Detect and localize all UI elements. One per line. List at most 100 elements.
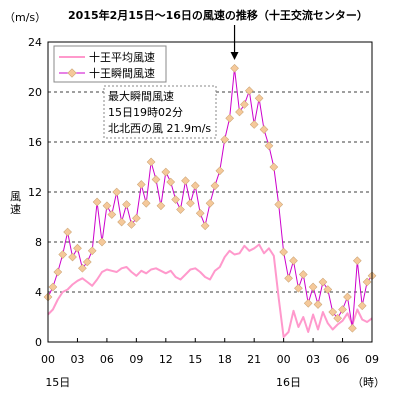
- gust-marker: [68, 252, 77, 262]
- x-tick-label: 03: [70, 353, 84, 366]
- average-wind-line: [47, 243, 373, 338]
- gust-marker: [269, 162, 279, 172]
- x-tick-label: 09: [365, 353, 379, 366]
- gust-marker: [362, 277, 372, 287]
- gust-marker: [171, 195, 180, 204]
- gust-marker: [186, 198, 195, 208]
- gust-marker: [117, 217, 126, 227]
- gust-marker: [343, 292, 352, 302]
- gust-marker: [195, 208, 205, 218]
- gust-marker: [313, 300, 323, 309]
- gust-marker: [73, 243, 82, 253]
- y-tick-label: 24: [28, 36, 42, 49]
- y-axis-label: 風速: [10, 190, 21, 216]
- y-tick-label: 4: [35, 286, 42, 299]
- x-tick-label: 00: [41, 353, 55, 366]
- gust-marker: [156, 201, 166, 211]
- gust-marker: [259, 125, 269, 134]
- x-tick-label: 18: [218, 353, 232, 366]
- legend-avg-label: 十王平均風速: [89, 50, 155, 64]
- gust-marker: [357, 301, 367, 311]
- annotation-line-1: 最大瞬間風速: [108, 89, 174, 103]
- gust-marker: [63, 227, 72, 237]
- annotation-line-2: 15日19時02分: [108, 106, 183, 119]
- gust-marker: [97, 237, 107, 247]
- x-tick-label: 09: [129, 353, 143, 366]
- legend: 十王平均風速 十王瞬間風速: [53, 45, 167, 83]
- series-average-wind: [47, 243, 373, 338]
- gust-marker: [82, 257, 92, 267]
- gust-marker: [240, 100, 249, 109]
- gust-marker: [308, 282, 318, 292]
- gust-marker: [92, 197, 102, 207]
- x-tick-label: 03: [306, 353, 320, 366]
- gust-marker: [294, 283, 303, 293]
- x-axis-ticks: 00 03 06 09 12 15 18 21 00 03 06 09: [41, 338, 379, 366]
- plot-frame: [47, 41, 373, 343]
- gust-marker: [264, 141, 274, 151]
- gust-marker: [338, 305, 347, 314]
- gust-marker: [220, 135, 230, 144]
- gust-marker: [215, 166, 225, 176]
- annotation-box: [103, 85, 217, 139]
- gust-marker: [328, 307, 338, 317]
- gust-marker: [318, 277, 328, 287]
- x-tick-label: 00: [277, 353, 291, 366]
- arrow-head: [230, 52, 239, 60]
- gust-marker: [289, 256, 298, 266]
- gust-marker: [102, 201, 112, 211]
- gust-markers: [43, 63, 377, 333]
- gust-marker: [348, 323, 357, 333]
- gust-marker: [210, 181, 220, 191]
- gust-marker: [78, 263, 87, 273]
- gust-marker: [181, 176, 190, 186]
- y-tick-label: 12: [28, 186, 42, 199]
- gust-marker: [191, 181, 200, 191]
- y-tick-label: 8: [35, 236, 42, 249]
- gust-marker: [136, 180, 146, 189]
- gust-marker: [132, 213, 141, 223]
- x-tick-label: 12: [159, 353, 173, 366]
- y-tick-label: 20: [28, 86, 42, 99]
- annotation-line-3: 北北西の風 21.9m/s: [108, 122, 211, 135]
- gust-marker: [205, 198, 215, 208]
- gust-marker: [166, 177, 176, 187]
- gust-marker: [122, 200, 131, 209]
- gust-marker: [127, 220, 136, 229]
- gust-marker: [298, 270, 308, 279]
- gust-marker: [200, 221, 210, 231]
- gust-marker: [353, 256, 362, 266]
- chart-title: 2015年2月15日～16日の風速の推移（十王交流センター）: [68, 8, 368, 22]
- y-axis-ticks: 0 4 8 12 16 20 24: [28, 36, 42, 349]
- gust-marker: [87, 246, 97, 256]
- gust-marker: [161, 167, 171, 177]
- gust-marker: [249, 120, 259, 129]
- x-tick-label: 06: [100, 353, 114, 366]
- x-tick-label: 06: [336, 353, 350, 366]
- date-label: 16日: [276, 376, 301, 389]
- gust-marker: [303, 298, 313, 308]
- legend-gust-marker: [67, 68, 77, 78]
- gust-marker: [58, 250, 68, 259]
- y-tick-label: 0: [35, 336, 42, 349]
- gust-marker: [284, 273, 293, 283]
- y-axis-label-char: 風: [10, 190, 21, 203]
- gust-marker: [112, 187, 122, 197]
- y-unit-label: （m/s）: [4, 11, 46, 24]
- date-label: 15日: [45, 376, 70, 389]
- y-tick-label: 16: [28, 136, 42, 149]
- y-axis-label-char: 速: [10, 203, 21, 216]
- x-tick-label: 21: [247, 353, 261, 366]
- max-gust-arrow: [230, 25, 239, 60]
- max-gust-annotation: 最大瞬間風速 15日19時02分 北北西の風 21.9m/s: [103, 85, 217, 139]
- gust-marker: [176, 205, 185, 214]
- gust-marker: [225, 113, 234, 123]
- gust-marker: [141, 198, 151, 208]
- gust-marker: [333, 313, 342, 323]
- x-axis-suffix: （時）: [352, 376, 385, 389]
- gust-marker: [151, 175, 161, 184]
- gust-marker: [254, 93, 264, 103]
- gust-marker: [48, 282, 58, 292]
- gust-marker: [245, 86, 254, 96]
